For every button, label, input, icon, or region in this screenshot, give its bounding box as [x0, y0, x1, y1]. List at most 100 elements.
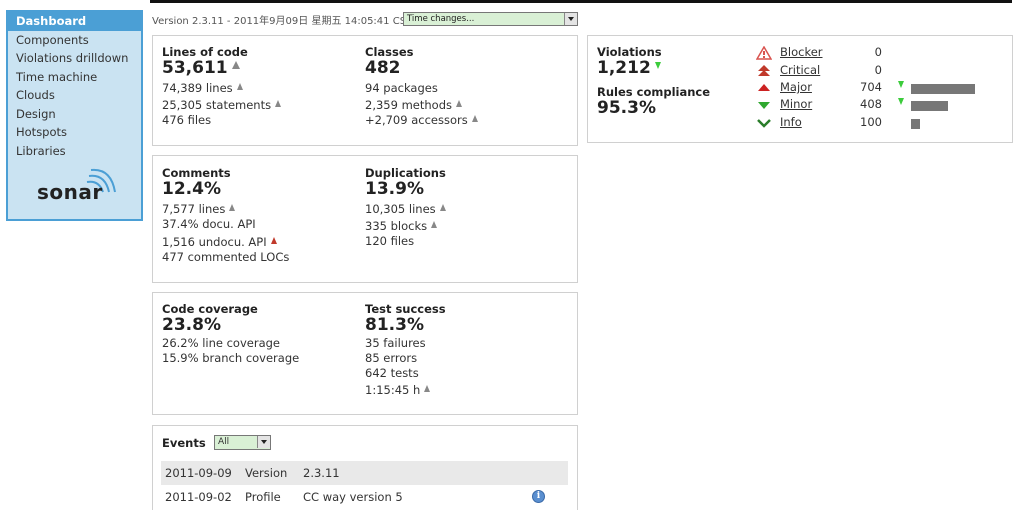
info-icon[interactable]: i [532, 490, 545, 503]
severity-row-major: Major 704 [756, 79, 996, 96]
test-duration: 1:15:45 h [365, 383, 421, 397]
sidebar-item-design[interactable]: Design [16, 106, 56, 121]
trend-up-icon [275, 100, 282, 107]
dup-blocks: 335 blocks [365, 219, 428, 233]
sidebar-item-violations-drilldown[interactable]: Violations drilldown [16, 51, 129, 65]
sonar-waves-icon [86, 168, 116, 193]
severity-link-critical[interactable]: Critical [780, 63, 821, 77]
duplications-label: Duplications [365, 166, 446, 180]
severity-link-major[interactable]: Major [780, 80, 812, 94]
sidebar-item-dashboard[interactable]: Dashboard [8, 12, 141, 31]
severity-row-minor: Minor 408 [756, 96, 996, 113]
severity-count-blocker: 0 [874, 45, 882, 59]
duplications-value: 13.9% [365, 179, 424, 199]
event-category: Version [245, 466, 288, 480]
sidebar: Dashboard Components Violations drilldow… [6, 10, 143, 221]
sidebar-item-hotspots[interactable]: Hotspots [16, 125, 68, 139]
severity-row-blocker: Blocker 0 [756, 44, 996, 61]
table-row: 2011-09-02 Profile CC way version 5 i [161, 485, 568, 509]
line-coverage: 26.2% line coverage [162, 336, 280, 350]
event-category: Profile [245, 490, 281, 504]
coverage-value: 23.8% [162, 315, 221, 335]
severity-bar-major [911, 84, 975, 94]
trend-up-icon [455, 100, 462, 107]
event-name: 2.3.11 [303, 466, 340, 480]
branch-coverage: 15.9% branch coverage [162, 351, 300, 365]
tests-count: 642 tests [365, 366, 419, 380]
test-errors: 85 errors [365, 351, 418, 365]
violations-label: Violations [597, 45, 662, 59]
critical-icon [758, 65, 770, 76]
loc-label: Lines of code [162, 45, 248, 59]
version-info: Version 2.3.11 - 2011年9月09日 星期五 14:05:41… [152, 16, 419, 27]
violations-widget: Violations 1,212 Rules compliance 95.3% … [587, 35, 1013, 143]
severity-row-critical: Critical 0 [756, 62, 996, 79]
rules-compliance-value: 95.3% [597, 98, 656, 118]
major-icon [758, 84, 770, 91]
event-date: 2011-09-02 [165, 490, 232, 504]
docu-api: 37.4% docu. API [162, 217, 256, 231]
commented-locs: 477 commented LOCs [162, 250, 290, 264]
top-border [150, 0, 1012, 3]
coverage-label: Code coverage [162, 302, 258, 316]
methods-count: 2,359 methods [365, 98, 452, 112]
sidebar-item-clouds[interactable]: Clouds [16, 88, 55, 102]
severity-count-info: 100 [860, 115, 882, 129]
sidebar-item-libraries[interactable]: Libraries [16, 143, 66, 158]
events-filter-select[interactable]: All [214, 435, 271, 450]
blocker-icon [756, 46, 772, 60]
sidebar-item-components[interactable]: Components [16, 32, 89, 47]
rules-compliance-label: Rules compliance [597, 85, 711, 99]
severity-link-blocker[interactable]: Blocker [780, 45, 823, 59]
trend-up-icon [439, 204, 446, 211]
severity-link-minor[interactable]: Minor [780, 97, 813, 111]
severity-link-info[interactable]: Info [780, 115, 802, 129]
minor-icon [758, 102, 770, 109]
severity-row-info: Info 100 [756, 114, 996, 131]
statements-count: 25,305 statements [162, 98, 272, 112]
trend-down-icon [898, 98, 904, 105]
trend-up-red-icon [270, 237, 277, 244]
sonar-logo[interactable]: sonar [35, 168, 125, 208]
events-label: Events [162, 436, 206, 450]
events-table: 2011-09-09 Version 2.3.11 2011-09-02 Pro… [161, 461, 568, 509]
trend-up-icon [229, 204, 236, 211]
trend-up-icon [236, 83, 243, 90]
classes-value: 482 [365, 58, 401, 78]
dup-files: 120 files [365, 234, 415, 248]
test-success-value: 81.3% [365, 315, 424, 335]
event-date: 2011-09-09 [165, 466, 232, 480]
undocu-api: 1,516 undocu. API [162, 235, 267, 249]
trend-down-icon [898, 81, 904, 88]
comments-label: Comments [162, 166, 231, 180]
test-success-label: Test success [365, 302, 446, 316]
sidebar-item-time-machine[interactable]: Time machine [16, 69, 98, 84]
files-count: 476 files [162, 113, 212, 127]
accessors-count: +2,709 accessors [365, 113, 468, 127]
event-name: CC way version 5 [303, 490, 403, 504]
test-failures: 35 failures [365, 336, 426, 350]
comments-widget: Comments 12.4% 7,577 lines 37.4% docu. A… [152, 155, 578, 283]
trend-up-icon [471, 115, 478, 122]
trend-up-icon [424, 385, 431, 392]
trend-up-icon [431, 221, 438, 228]
severity-bar-info [911, 119, 920, 129]
logo-text: sonar [37, 180, 103, 204]
severity-bar-minor [911, 101, 948, 111]
table-row: 2011-09-09 Version 2.3.11 [161, 461, 568, 485]
lines-count: 74,389 lines [162, 81, 233, 95]
classes-label: Classes [365, 45, 414, 59]
chevron-down-icon[interactable] [257, 436, 270, 448]
comments-value: 12.4% [162, 179, 221, 199]
time-changes-select[interactable]: Time changes... [403, 12, 578, 26]
chevron-down-icon[interactable] [564, 13, 577, 25]
trend-up-icon [231, 61, 240, 69]
size-widget: Lines of code 53,611 74,389 lines 25,305… [152, 35, 578, 146]
severity-count-major: 704 [860, 80, 882, 94]
time-changes-value: Time changes... [407, 14, 475, 24]
events-filter-value: All [218, 437, 230, 447]
violations-value: 1,212 [597, 58, 651, 78]
severity-count-minor: 408 [860, 97, 882, 111]
trend-down-icon [654, 61, 661, 69]
dup-lines: 10,305 lines [365, 202, 436, 216]
